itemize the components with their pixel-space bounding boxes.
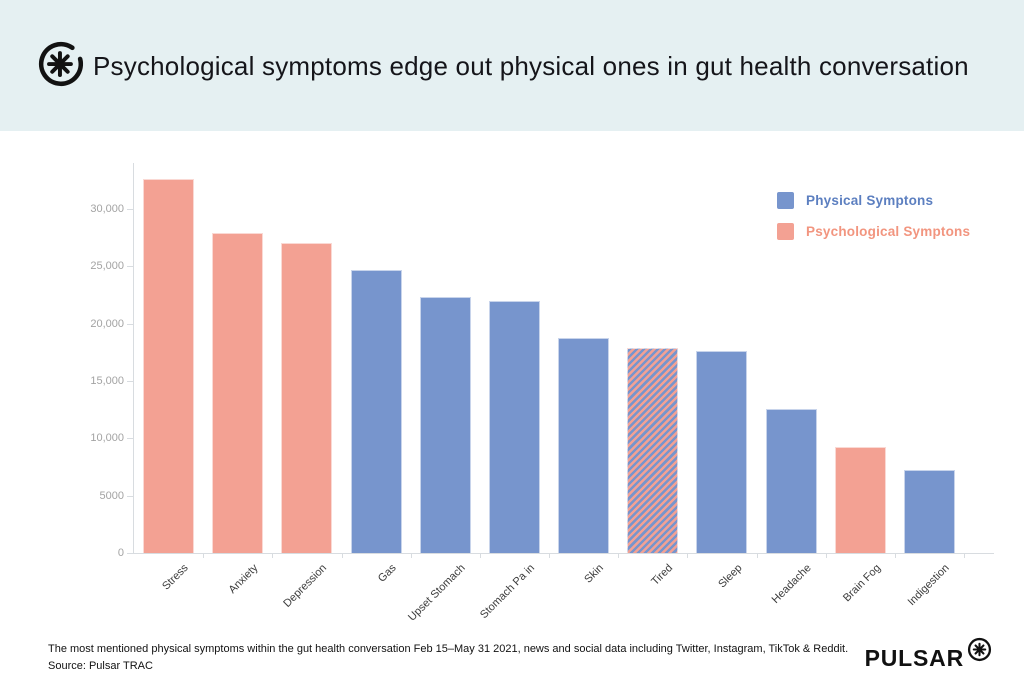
x-axis-tick (342, 553, 343, 558)
y-axis-tick-label: 30,000 (90, 203, 124, 215)
x-axis-tick (895, 553, 896, 558)
x-axis-tick (757, 553, 758, 558)
x-axis-label: Depression (281, 562, 330, 610)
x-axis-label: Gas (375, 562, 399, 585)
bar-cell: Stomach Pa in (478, 163, 549, 621)
legend: Physical Symptons Psychological Symptons (777, 192, 970, 254)
bar-headache (765, 409, 817, 553)
x-axis-tick (549, 553, 550, 558)
x-axis-label: Stress (160, 562, 192, 593)
bar-upset-stomach (419, 297, 471, 553)
bar-cell: Skin (549, 163, 618, 586)
x-axis-tick (964, 553, 965, 558)
bar-cell: Depression (272, 163, 341, 610)
y-axis-tick (127, 266, 133, 267)
pulsar-logo-icon (38, 41, 84, 87)
bar-gas (350, 270, 402, 553)
x-axis-tick (203, 553, 204, 558)
x-axis-label: Stomach Pa in (477, 562, 537, 622)
y-axis-tick-label: 0 (117, 547, 124, 559)
y-axis-tick-label: 10,000 (90, 432, 124, 444)
footer-caption: The most mentioned physical symptoms wit… (48, 641, 848, 675)
bar-cell: Sleep (687, 163, 756, 590)
brand-wordmark: PULSAR (864, 645, 964, 671)
x-axis-label: Sleep (716, 562, 745, 591)
y-axis-tick-label: 25,000 (90, 260, 124, 272)
bar-cell: Brain Fog (826, 163, 895, 604)
y-axis-tick (127, 324, 133, 325)
x-axis-label: Tired (649, 562, 676, 588)
bar-cell: Upset Stomach (406, 163, 480, 624)
x-axis-tick (687, 553, 688, 558)
x-axis-label: Brain Fog (840, 562, 883, 605)
legend-swatch-psychological-icon (777, 223, 794, 240)
legend-label-physical: Physical Symptons (806, 193, 934, 208)
plot-area: Stress Anxiety Depression Gas Upset Stomach S… (90, 163, 994, 624)
bar-stress (143, 179, 195, 553)
y-axis-tick (127, 381, 133, 382)
x-axis-tick (411, 553, 412, 558)
legend-swatch-physical-icon (777, 192, 794, 209)
bar-cell: Anxiety (203, 163, 272, 596)
y-axis-tick-label: 20,000 (90, 318, 124, 330)
y-axis-tick (127, 496, 133, 497)
x-axis-tick (826, 553, 827, 558)
page-title: Psychological symptoms edge out physical… (93, 51, 969, 81)
y-axis-tick (127, 553, 133, 554)
bar-cell: Headache (757, 163, 826, 606)
pulsar-asterisk-icon (967, 637, 992, 662)
header: Psychological symptoms edge out physical… (0, 0, 1024, 131)
bar-brain-fog (834, 447, 886, 553)
x-axis-label: Anxiety (226, 562, 261, 596)
y-axis-tick-label: 5000 (99, 490, 124, 502)
bar-skin (558, 338, 610, 553)
x-axis-label: Indigestion (905, 562, 952, 609)
bar-stomach-pa-in (488, 301, 540, 553)
bar-depression (281, 243, 333, 553)
caption-line: The most mentioned physical symptoms wit… (48, 643, 849, 655)
x-axis-tick (480, 553, 481, 558)
bar-cell: Tired (618, 163, 687, 588)
bar-cell: Gas (342, 163, 411, 585)
x-axis-tick (272, 553, 273, 558)
legend-item-physical: Physical Symptons (777, 192, 970, 209)
bar-cell: Stress (134, 163, 203, 593)
bar-tired (627, 348, 679, 553)
bar-indigestion (903, 470, 955, 553)
bar-anxiety (212, 233, 264, 553)
x-axis-tick (618, 553, 619, 558)
y-axis-tick (127, 438, 133, 439)
bars-container: Stress Anxiety Depression Gas Upset Stomach S… (134, 163, 964, 624)
source-line: Source: Pulsar TRAC (48, 660, 153, 672)
legend-label-psychological: Psychological Symptons (806, 224, 971, 239)
bar-sleep (696, 351, 748, 553)
y-axis-tick (127, 209, 133, 210)
brand: PULSAR (865, 637, 992, 673)
x-axis-label: Skin (582, 562, 607, 586)
y-axis-tick-label: 15,000 (90, 375, 124, 387)
x-axis-label: Upset Stomach (406, 562, 468, 624)
x-axis-label: Headache (769, 562, 814, 606)
bar-cell: Indigestion (895, 163, 964, 608)
legend-item-psychological: Psychological Symptons (777, 223, 970, 240)
